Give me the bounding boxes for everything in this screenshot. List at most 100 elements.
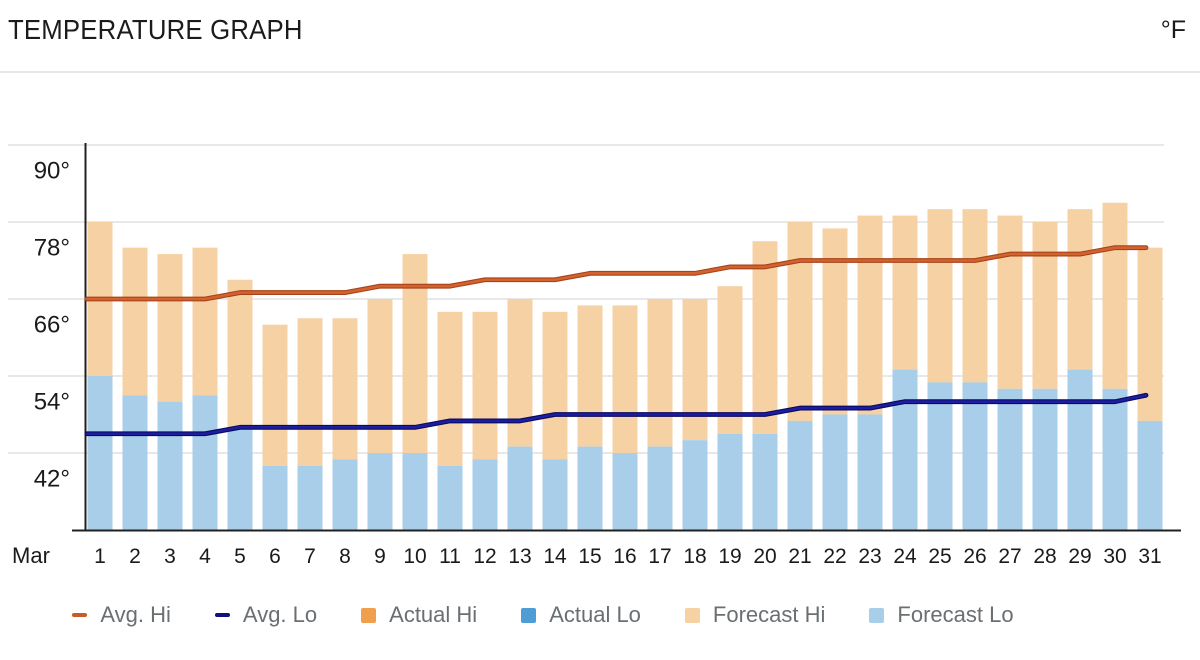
- bar-forecast-hi-day-2[interactable]: [122, 247, 148, 396]
- bar-forecast-lo-day-26[interactable]: [962, 382, 988, 530]
- y-tick-label-42: 42°: [34, 465, 70, 492]
- x-tick-label-14: 14: [543, 545, 567, 568]
- bar-forecast-lo-day-6[interactable]: [262, 465, 288, 530]
- bar-forecast-lo-day-19[interactable]: [717, 433, 743, 530]
- bar-forecast-hi-day-29[interactable]: [1067, 209, 1093, 370]
- bar-forecast-lo-day-25[interactable]: [927, 382, 953, 530]
- legend-actual-lo-swatch-icon: [521, 607, 537, 623]
- bar-forecast-lo-day-12[interactable]: [472, 459, 498, 530]
- x-tick-label-31: 31: [1138, 545, 1161, 568]
- bar-forecast-hi-day-18[interactable]: [682, 299, 708, 441]
- bar-forecast-lo-day-15[interactable]: [577, 446, 603, 530]
- legend-label-avg-lo: Avg. Lo: [242, 602, 318, 627]
- bar-forecast-hi-day-28[interactable]: [1032, 222, 1058, 389]
- bar-forecast-hi-day-26[interactable]: [962, 209, 988, 383]
- legend-avg-lo-line-icon: [214, 613, 230, 617]
- x-tick-label-22: 22: [823, 545, 846, 568]
- x-tick-label-16: 16: [613, 545, 636, 568]
- bar-forecast-hi-day-5[interactable]: [227, 279, 253, 428]
- bar-forecast-lo-day-30[interactable]: [1102, 388, 1128, 530]
- bar-forecast-lo-day-2[interactable]: [122, 395, 148, 530]
- bar-forecast-hi-day-20[interactable]: [752, 241, 778, 434]
- x-tick-label-2: 2: [129, 545, 141, 568]
- bar-forecast-hi-day-12[interactable]: [472, 311, 498, 460]
- bar-forecast-lo-day-21[interactable]: [787, 420, 813, 530]
- y-tick-label-78: 78°: [34, 234, 70, 261]
- x-tick-label-20: 20: [753, 545, 776, 568]
- avg-lo-line: [85, 393, 1148, 436]
- legend-label-forecast-lo: Forecast Lo: [897, 602, 1014, 627]
- bar-forecast-lo-day-27[interactable]: [997, 388, 1023, 530]
- bar-forecast-hi-day-6[interactable]: [262, 324, 288, 466]
- bar-forecast-hi-day-11[interactable]: [437, 311, 463, 466]
- bar-forecast-hi-day-21[interactable]: [787, 222, 813, 421]
- bar-forecast-hi-day-9[interactable]: [367, 299, 393, 453]
- bar-forecast-hi-day-16[interactable]: [612, 305, 638, 453]
- bar-forecast-lo-day-23[interactable]: [857, 414, 883, 530]
- bar-forecast-lo-day-20[interactable]: [752, 433, 778, 530]
- bar-forecast-lo-day-29[interactable]: [1067, 369, 1093, 530]
- legend-item-actual-lo: Actual Lo: [521, 602, 641, 628]
- x-tick-label-3: 3: [164, 545, 176, 568]
- legend-forecast-hi-swatch-icon: [684, 607, 700, 623]
- page-title: TEMPERATURE GRAPH: [8, 14, 303, 45]
- y-tick-label-66: 66°: [34, 311, 70, 338]
- legend-item-actual-hi: Actual Hi: [361, 602, 477, 628]
- chart-legend: Avg. Hi Avg. Lo Actual Hi Actual Lo Forecast…: [0, 600, 1086, 630]
- bar-forecast-hi-day-30[interactable]: [1102, 202, 1128, 389]
- bar-forecast-lo-day-9[interactable]: [367, 453, 393, 530]
- legend-item-avg-lo: Avg. Lo: [214, 602, 318, 628]
- bar-forecast-lo-day-14[interactable]: [542, 459, 568, 530]
- x-tick-label-25: 25: [928, 545, 951, 568]
- x-tick-label-21: 21: [788, 545, 811, 568]
- bar-forecast-lo-day-3[interactable]: [157, 401, 183, 530]
- bar-forecast-lo-day-24[interactable]: [892, 369, 918, 530]
- bar-forecast-hi-day-7[interactable]: [297, 318, 323, 466]
- x-tick-label-1: 1: [94, 545, 106, 568]
- legend-label-avg-hi: Avg. Hi: [100, 602, 171, 627]
- x-tick-label-24: 24: [893, 545, 917, 568]
- bar-forecast-hi-day-15[interactable]: [577, 305, 603, 447]
- bar-forecast-lo-day-16[interactable]: [612, 453, 638, 530]
- bar-forecast-lo-day-4[interactable]: [192, 395, 218, 530]
- bar-forecast-lo-day-22[interactable]: [822, 414, 848, 530]
- x-tick-label-26: 26: [963, 545, 986, 568]
- bar-forecast-hi-day-3[interactable]: [157, 254, 183, 402]
- x-tick-label-7: 7: [304, 545, 316, 568]
- x-tick-label-9: 9: [374, 545, 386, 568]
- bar-forecast-hi-day-14[interactable]: [542, 311, 568, 460]
- y-tick-label-54: 54°: [34, 388, 70, 415]
- x-tick-label-13: 13: [508, 545, 531, 568]
- bar-forecast-lo-day-5[interactable]: [227, 427, 253, 530]
- bar-forecast-hi-day-4[interactable]: [192, 247, 218, 396]
- legend-item-forecast-hi: Forecast Hi: [684, 602, 825, 628]
- bar-forecast-hi-day-13[interactable]: [507, 299, 533, 447]
- bar-forecast-hi-day-27[interactable]: [997, 215, 1023, 389]
- bar-forecast-lo-day-17[interactable]: [647, 446, 673, 530]
- x-tick-label-18: 18: [683, 545, 706, 568]
- bar-forecast-lo-day-31[interactable]: [1137, 420, 1163, 530]
- bar-forecast-hi-day-17[interactable]: [647, 299, 673, 447]
- x-tick-label-6: 6: [269, 545, 281, 568]
- bar-forecast-lo-day-11[interactable]: [437, 465, 463, 530]
- avg-hi-line: [85, 246, 1148, 301]
- bar-forecast-lo-day-7[interactable]: [297, 465, 323, 530]
- bar-forecast-lo-day-18[interactable]: [682, 440, 708, 530]
- x-tick-label-10: 10: [403, 545, 426, 568]
- bar-forecast-lo-day-13[interactable]: [507, 446, 533, 530]
- bar-forecast-hi-day-19[interactable]: [717, 286, 743, 434]
- bar-forecast-hi-day-22[interactable]: [822, 228, 848, 415]
- bar-forecast-lo-day-8[interactable]: [332, 459, 358, 530]
- x-tick-label-15: 15: [578, 545, 601, 568]
- bar-forecast-hi-day-8[interactable]: [332, 318, 358, 460]
- bar-forecast-lo-day-28[interactable]: [1032, 388, 1058, 530]
- bar-forecast-lo-day-1[interactable]: [87, 376, 113, 530]
- bar-forecast-hi-day-24[interactable]: [892, 215, 918, 370]
- bar-forecast-hi-day-25[interactable]: [927, 209, 953, 383]
- legend-label-actual-hi: Actual Hi: [389, 602, 478, 627]
- bar-forecast-hi-day-23[interactable]: [857, 215, 883, 415]
- bar-forecast-hi-day-31[interactable]: [1137, 247, 1163, 421]
- bar-forecast-lo-day-10[interactable]: [402, 453, 428, 530]
- x-tick-label-5: 5: [234, 545, 246, 568]
- x-tick-label-19: 19: [718, 545, 741, 568]
